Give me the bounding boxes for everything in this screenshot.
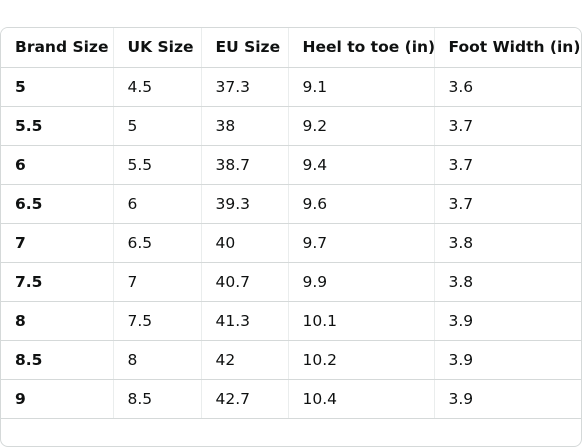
heel-to-toe-cell: 9.2: [287, 106, 434, 146]
heel-to-toe-cell: 9.1: [287, 67, 434, 107]
header-heel-to-toe: Heel to toe (in): [287, 28, 435, 68]
uk-size-cell: 6: [112, 184, 201, 224]
table-row: 8.5 8 42 10.2 3.9: [1, 340, 581, 380]
header-brand-size: Brand Size: [1, 28, 113, 68]
heel-to-toe-cell: 9.7: [287, 223, 434, 263]
table-row: 8 7.5 41.3 10.1 3.9: [1, 301, 581, 341]
table-row: 7 6.5 40 9.7 3.8: [1, 223, 581, 263]
table-row: 7.5 7 40.7 9.9 3.8: [1, 262, 581, 302]
foot-width-cell: 3.7: [433, 184, 581, 224]
size-chart-table: Brand Size UK Size EU Size Heel to toe (…: [1, 28, 581, 419]
uk-size-cell: 5: [112, 106, 201, 146]
table-row: 5.5 5 38 9.2 3.7: [1, 106, 581, 146]
heel-to-toe-cell: 10.2: [287, 340, 434, 380]
eu-size-cell: 38.7: [200, 145, 288, 185]
uk-size-cell: 6.5: [112, 223, 201, 263]
header-uk-size: UK Size: [112, 28, 201, 68]
brand-size-cell: 8.5: [1, 340, 113, 380]
foot-width-cell: 3.8: [433, 223, 581, 263]
heel-to-toe-cell: 9.4: [287, 145, 434, 185]
size-chart-table-container: Brand Size UK Size EU Size Heel to toe (…: [0, 27, 582, 447]
brand-size-cell: 7.5: [1, 262, 113, 302]
eu-size-cell: 38: [200, 106, 288, 146]
foot-width-cell: 3.7: [433, 106, 581, 146]
table-row: 6 5.5 38.7 9.4 3.7: [1, 145, 581, 185]
uk-size-cell: 8: [112, 340, 201, 380]
eu-size-cell: 40: [200, 223, 288, 263]
heel-to-toe-cell: 10.4: [287, 379, 434, 419]
brand-size-cell: 5: [1, 67, 113, 107]
brand-size-cell: 8: [1, 301, 113, 341]
uk-size-cell: 5.5: [112, 145, 201, 185]
eu-size-cell: 37.3: [200, 67, 288, 107]
foot-width-cell: 3.8: [433, 262, 581, 302]
foot-width-cell: 3.6: [433, 67, 581, 107]
brand-size-cell: 9: [1, 379, 113, 419]
uk-size-cell: 4.5: [112, 67, 201, 107]
header-foot-width: Foot Width (in): [433, 28, 581, 68]
brand-size-cell: 6: [1, 145, 113, 185]
table-row: 5 4.5 37.3 9.1 3.6: [1, 67, 581, 107]
foot-width-cell: 3.9: [433, 379, 581, 419]
brand-size-cell: 6.5: [1, 184, 113, 224]
heel-to-toe-cell: 10.1: [287, 301, 434, 341]
eu-size-cell: 40.7: [200, 262, 288, 302]
table-body: 5 4.5 37.3 9.1 3.6 5.5 5 38 9.2 3.7 6 5.5 38.7 9.4 3.7…: [1, 67, 581, 419]
brand-size-cell: 5.5: [1, 106, 113, 146]
header-eu-size: EU Size: [200, 28, 288, 68]
table-row: 6.5 6 39.3 9.6 3.7: [1, 184, 581, 224]
table-row: 9 8.5 42.7 10.4 3.9: [1, 379, 581, 419]
brand-size-cell: 7: [1, 223, 113, 263]
eu-size-cell: 39.3: [200, 184, 288, 224]
uk-size-cell: 7.5: [112, 301, 201, 341]
heel-to-toe-cell: 9.6: [287, 184, 434, 224]
foot-width-cell: 3.9: [433, 340, 581, 380]
foot-width-cell: 3.9: [433, 301, 581, 341]
heel-to-toe-cell: 9.9: [287, 262, 434, 302]
uk-size-cell: 8.5: [112, 379, 201, 419]
foot-width-cell: 3.7: [433, 145, 581, 185]
eu-size-cell: 41.3: [200, 301, 288, 341]
eu-size-cell: 42: [200, 340, 288, 380]
eu-size-cell: 42.7: [200, 379, 288, 419]
table-header-row: Brand Size UK Size EU Size Heel to toe (…: [1, 28, 581, 68]
uk-size-cell: 7: [112, 262, 201, 302]
